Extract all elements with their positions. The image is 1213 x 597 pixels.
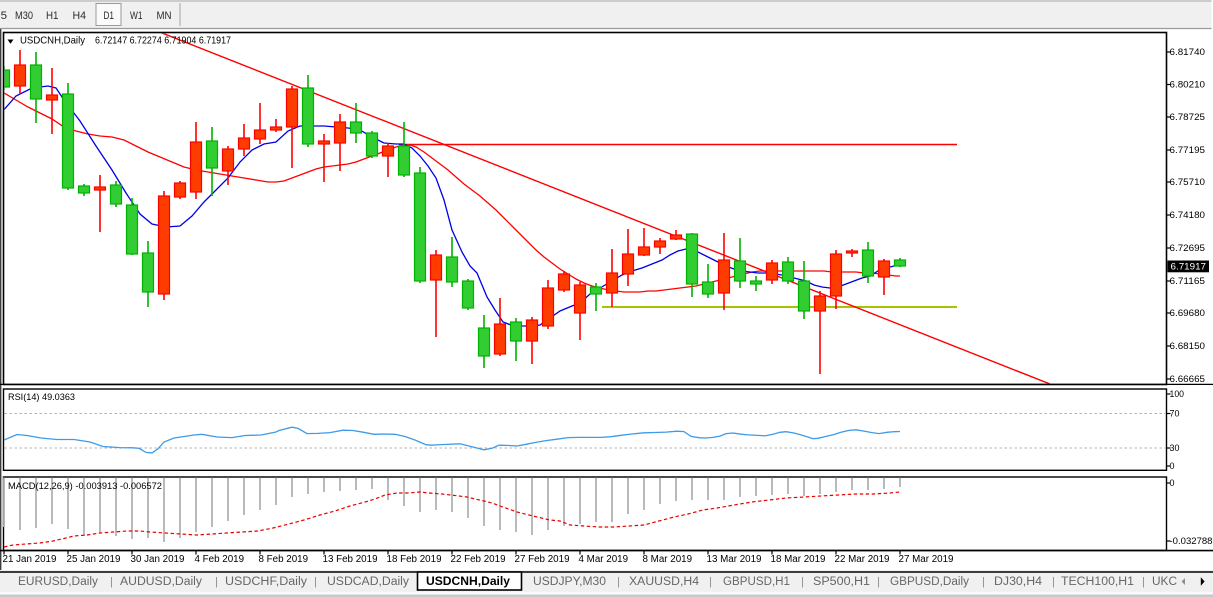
svg-text:100: 100 — [1170, 389, 1185, 400]
svg-text:21 Jan 2019: 21 Jan 2019 — [3, 554, 57, 565]
svg-text:UKC: UKC — [1152, 576, 1177, 588]
svg-text:TECH100,H1: TECH100,H1 — [1061, 576, 1134, 588]
svg-text:6.66665: 6.66665 — [1170, 374, 1206, 385]
svg-text:6.74180: 6.74180 — [1170, 210, 1206, 221]
svg-text:30 Jan 2019: 30 Jan 2019 — [131, 554, 185, 565]
svg-text:H4: H4 — [73, 10, 87, 22]
svg-text:0: 0 — [1170, 461, 1175, 472]
svg-text:22 Feb 2019: 22 Feb 2019 — [451, 554, 506, 565]
svg-text:6.72147 6.72274 6.71904 6.7191: 6.72147 6.72274 6.71904 6.71917 — [95, 35, 231, 47]
svg-text:SP500,H1: SP500,H1 — [813, 576, 870, 588]
svg-text:6.72695: 6.72695 — [1170, 243, 1206, 254]
svg-text:MACD(12,26,9) -0.003913 -0.006: MACD(12,26,9) -0.003913 -0.006572 — [8, 481, 162, 492]
svg-text:DJ30,H4: DJ30,H4 — [994, 576, 1043, 588]
svg-text:H1: H1 — [46, 10, 59, 22]
svg-text:|: | — [110, 576, 113, 588]
svg-text:XAUUSD,H4: XAUUSD,H4 — [629, 576, 700, 588]
svg-text:18 Feb 2019: 18 Feb 2019 — [387, 554, 442, 565]
svg-text:6.80210: 6.80210 — [1170, 80, 1206, 91]
svg-text:|: | — [877, 576, 880, 588]
svg-text:D1: D1 — [104, 10, 115, 22]
svg-text:6.71165: 6.71165 — [1170, 276, 1206, 287]
svg-text:27 Mar 2019: 27 Mar 2019 — [899, 554, 954, 565]
svg-text:18 Mar 2019: 18 Mar 2019 — [771, 554, 826, 565]
svg-text:6.68150: 6.68150 — [1170, 341, 1206, 352]
svg-text:27 Feb 2019: 27 Feb 2019 — [515, 554, 570, 565]
svg-text:4 Mar 2019: 4 Mar 2019 — [579, 554, 629, 565]
svg-text:-0.032788: -0.032788 — [1170, 536, 1213, 547]
svg-text:13 Mar 2019: 13 Mar 2019 — [707, 554, 762, 565]
svg-text:|: | — [215, 576, 218, 588]
svg-text:|: | — [709, 576, 712, 588]
svg-text:13 Feb 2019: 13 Feb 2019 — [323, 554, 378, 565]
svg-text:USDCNH,Daily: USDCNH,Daily — [426, 576, 511, 588]
svg-text:GBPUSD,H1: GBPUSD,H1 — [723, 576, 790, 588]
svg-text:25 Jan 2019: 25 Jan 2019 — [67, 554, 121, 565]
svg-text:6.77195: 6.77195 — [1170, 145, 1206, 156]
svg-text:6.69680: 6.69680 — [1170, 308, 1206, 319]
svg-text:70: 70 — [1170, 409, 1180, 420]
svg-text:|: | — [314, 576, 317, 588]
svg-text:8 Feb 2019: 8 Feb 2019 — [259, 554, 309, 565]
svg-text:RSI(14) 49.0363: RSI(14) 49.0363 — [8, 392, 75, 403]
svg-text:USDJPY,M30: USDJPY,M30 — [533, 576, 606, 588]
svg-text:M5: M5 — [0, 10, 7, 22]
svg-text:0: 0 — [1170, 478, 1175, 489]
svg-text:6.75710: 6.75710 — [1170, 177, 1206, 188]
svg-text:|: | — [982, 576, 985, 588]
svg-text:USDCAD,Daily: USDCAD,Daily — [327, 576, 409, 588]
svg-text:6.78725: 6.78725 — [1170, 112, 1206, 123]
svg-text:4 Feb 2019: 4 Feb 2019 — [195, 554, 245, 565]
svg-text:GBPUSD,Daily: GBPUSD,Daily — [890, 576, 969, 588]
svg-text:6.71917: 6.71917 — [1171, 262, 1207, 273]
svg-text:USDCNH,Daily: USDCNH,Daily — [20, 35, 86, 47]
svg-text:30: 30 — [1170, 443, 1180, 454]
svg-text:8 Mar 2019: 8 Mar 2019 — [643, 554, 693, 565]
svg-text:|: | — [617, 576, 620, 588]
svg-text:AUDUSD,Daily: AUDUSD,Daily — [120, 576, 202, 588]
svg-text:|: | — [1142, 576, 1145, 588]
svg-text:USDCHF,Daily: USDCHF,Daily — [225, 576, 307, 588]
svg-text:|: | — [1052, 576, 1055, 588]
svg-text:MN: MN — [157, 10, 172, 22]
svg-text:6.81740: 6.81740 — [1170, 47, 1206, 58]
svg-text:EURUSD,Daily: EURUSD,Daily — [18, 576, 98, 588]
svg-text:M30: M30 — [15, 10, 33, 22]
svg-text:|: | — [801, 576, 804, 588]
svg-text:W1: W1 — [130, 10, 143, 22]
svg-text:22 Mar 2019: 22 Mar 2019 — [835, 554, 890, 565]
